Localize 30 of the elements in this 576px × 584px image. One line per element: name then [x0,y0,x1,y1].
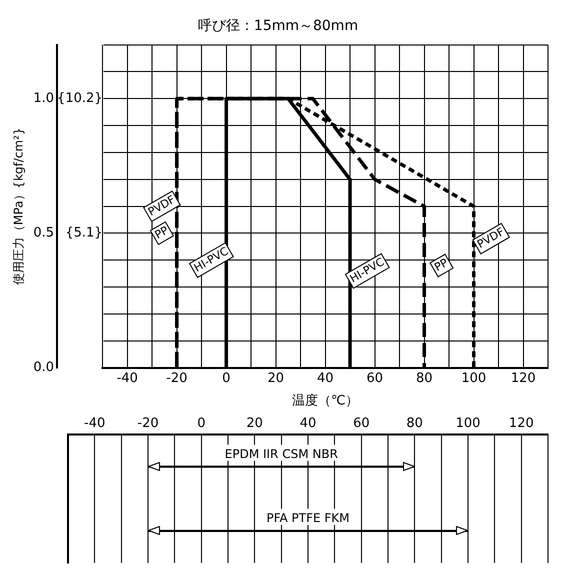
x-tick-label: 120 [508,416,534,432]
text: PP [152,224,171,242]
x-tick-label: 80 [406,416,423,432]
x-tick-label: -40 [116,370,138,386]
y-tick-label: 0.0 [33,360,54,376]
x-tick-label: 40 [317,370,334,386]
x-tick-label: 60 [353,416,370,432]
x-tick-label: 60 [366,370,384,386]
x-tick-label: -20 [166,370,188,386]
chart-title: 呼び径：15mm～80mm [198,18,358,34]
x-tick-label: 80 [416,370,433,386]
x-tick-label: 20 [246,416,263,432]
x-tick-label: 0 [197,416,206,432]
x-tick-label: -20 [137,416,159,432]
y-tick-label: 0.5 [33,226,54,241]
x-tick-label: 40 [300,416,316,432]
x-tick-label: 0 [222,370,230,386]
x-tick-label: 100 [456,416,480,432]
x-tick-label: 20 [268,370,284,386]
y2-tick-label: {5.1} [65,226,103,241]
y-axis-title: 使用圧力（MPa）{kgf/cm²} [11,127,26,286]
x-axis-title: 温度（℃） [292,392,359,409]
x-tick-label: 100 [461,370,486,386]
x-tick-label: -40 [84,416,106,432]
text: PP [432,256,450,274]
y-tick-label: EPDM IIR CSM NBR [224,446,338,461]
y2-tick-label: {10.2} [57,91,103,106]
y-tick-label: 1.0 [33,91,54,106]
y-tick-label: PFA PTFE FKM [266,511,350,526]
x-tick-label: 120 [510,370,536,386]
